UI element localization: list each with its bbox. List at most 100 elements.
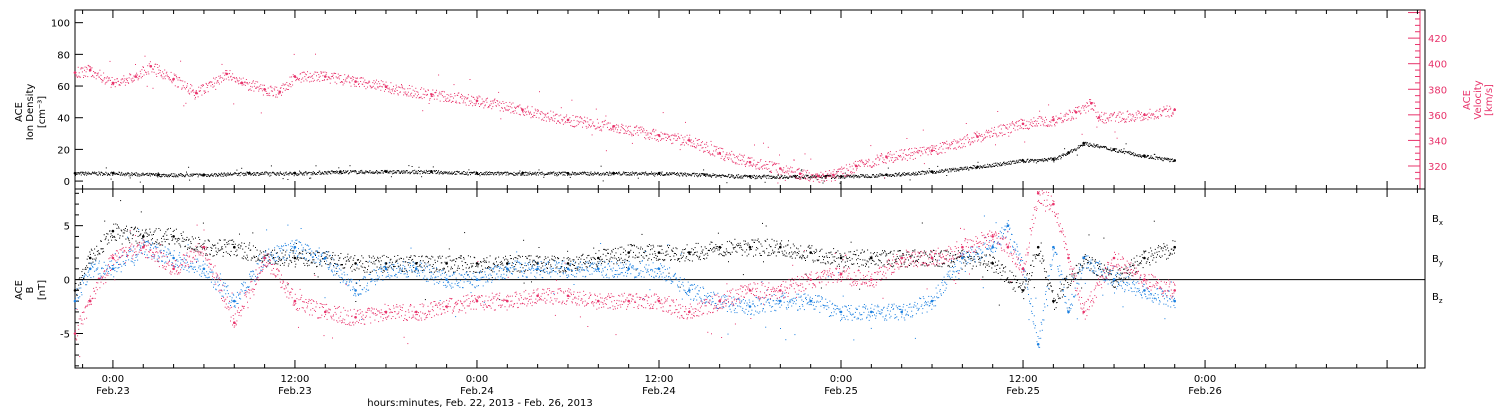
density-series-sample	[1099, 146, 1101, 148]
b-series-bx-sample	[163, 238, 165, 240]
velocity-series-sample	[716, 146, 718, 148]
density-series-sample	[884, 174, 886, 176]
velocity-series-sample	[321, 71, 323, 73]
b-series-bx-sample	[224, 244, 226, 246]
velocity-series-sample	[268, 92, 270, 94]
density-series-sample	[432, 166, 434, 168]
density-series-sample	[784, 175, 786, 177]
density-series-sample	[243, 175, 245, 177]
velocity-series-sample	[213, 85, 215, 87]
density-series-sample	[507, 171, 509, 173]
velocity-series-sample	[531, 106, 533, 108]
velocity-series-sample	[296, 77, 298, 79]
velocity-series-sample	[756, 163, 758, 165]
b-series-bx-sample	[164, 241, 166, 243]
density-series-sample	[671, 174, 673, 176]
velocity-series-sample	[916, 151, 918, 152]
density-series-sample	[347, 170, 349, 172]
density-series-sample	[1139, 156, 1141, 158]
b-series-bx-sample	[313, 273, 315, 275]
b-series-bx-sample	[135, 226, 136, 228]
velocity-series-sample	[703, 150, 705, 152]
velocity-series-sample	[801, 175, 803, 177]
b-series-bx-sample	[196, 249, 198, 251]
density-series-sample	[936, 170, 938, 172]
density-series-sample	[614, 172, 616, 174]
velocity-series-sample	[1162, 111, 1164, 113]
velocity-series-sample	[352, 78, 354, 80]
velocity-series-sample	[76, 76, 78, 78]
density-series-sample	[309, 172, 311, 174]
velocity-series-sample	[1056, 122, 1058, 124]
density-series-sample	[1121, 151, 1123, 153]
velocity-series-sample	[423, 97, 425, 99]
density-series-sample	[100, 174, 101, 176]
b-series-bx-sample	[403, 271, 405, 272]
velocity-series-sample	[715, 148, 717, 150]
density-series-sample	[167, 175, 169, 177]
density-series-sample	[687, 173, 689, 175]
velocity-series-sample	[691, 142, 693, 144]
velocity-series-sample	[873, 165, 875, 167]
density-series-sample	[1075, 149, 1077, 151]
velocity-series-sample	[557, 120, 559, 122]
velocity-tick-label: 420	[1428, 34, 1447, 45]
velocity-series-sample	[418, 93, 419, 95]
density-series-sample	[1078, 146, 1080, 148]
b-series-bx-sample	[306, 262, 308, 264]
velocity-series-sample	[980, 135, 982, 137]
b-series-bx-sample	[194, 248, 196, 250]
density-series-sample	[227, 172, 229, 174]
density-series-sample	[1124, 153, 1126, 155]
density-series-sample	[652, 173, 654, 175]
velocity-series-sample	[471, 95, 473, 97]
density-series-sample	[485, 174, 487, 176]
velocity-series-sample	[777, 182, 779, 184]
b-series-bx-sample	[347, 258, 349, 260]
velocity-series-sample	[805, 170, 807, 172]
density-series-sample	[264, 173, 266, 175]
density-series-sample	[337, 171, 339, 172]
density-series-sample	[710, 174, 711, 176]
velocity-series-sample	[142, 66, 144, 68]
velocity-series-sample	[669, 136, 671, 138]
density-series-sample	[590, 171, 592, 173]
velocity-series-sample	[320, 71, 322, 73]
velocity-series-sample	[1014, 125, 1016, 127]
density-series-sample	[760, 178, 762, 180]
density-series-sample	[480, 172, 482, 174]
density-series-sample	[292, 172, 294, 174]
density-series-sample	[895, 172, 897, 174]
density-series-sample	[99, 173, 101, 175]
velocity-series-sample	[441, 95, 443, 97]
b-series-bx-sample	[371, 257, 373, 259]
velocity-series-sample	[564, 122, 566, 124]
velocity-series-sample	[409, 88, 411, 90]
velocity-series-sample	[812, 180, 814, 182]
velocity-series-sample	[461, 93, 462, 95]
density-series-sample	[733, 177, 735, 179]
density-series-sample	[470, 174, 471, 176]
density-series-sample	[1037, 159, 1039, 161]
velocity-series-sample	[85, 71, 87, 73]
velocity-series-sample	[811, 177, 813, 179]
velocity-series-sample	[552, 120, 554, 122]
density-series-sample	[726, 182, 728, 184]
density-series-sample	[1159, 157, 1161, 159]
b-series-bx-sample	[86, 265, 88, 267]
density-series-sample	[992, 165, 994, 167]
velocity-series-sample	[1067, 119, 1069, 121]
density-series-sample	[768, 175, 770, 177]
velocity-series-sample	[267, 92, 269, 94]
density-series-sample	[1102, 146, 1104, 148]
velocity-series-sample	[740, 159, 742, 161]
velocity-series-sample	[835, 173, 837, 175]
density-series-sample	[1140, 154, 1141, 156]
b-series-bx-sample	[149, 231, 151, 233]
velocity-series-sample	[84, 66, 86, 68]
velocity-series-sample	[883, 162, 884, 164]
velocity-series-sample	[96, 75, 98, 77]
b-series-bx-sample	[424, 299, 426, 301]
velocity-series-sample	[1164, 108, 1166, 110]
density-series-sample	[791, 175, 793, 177]
